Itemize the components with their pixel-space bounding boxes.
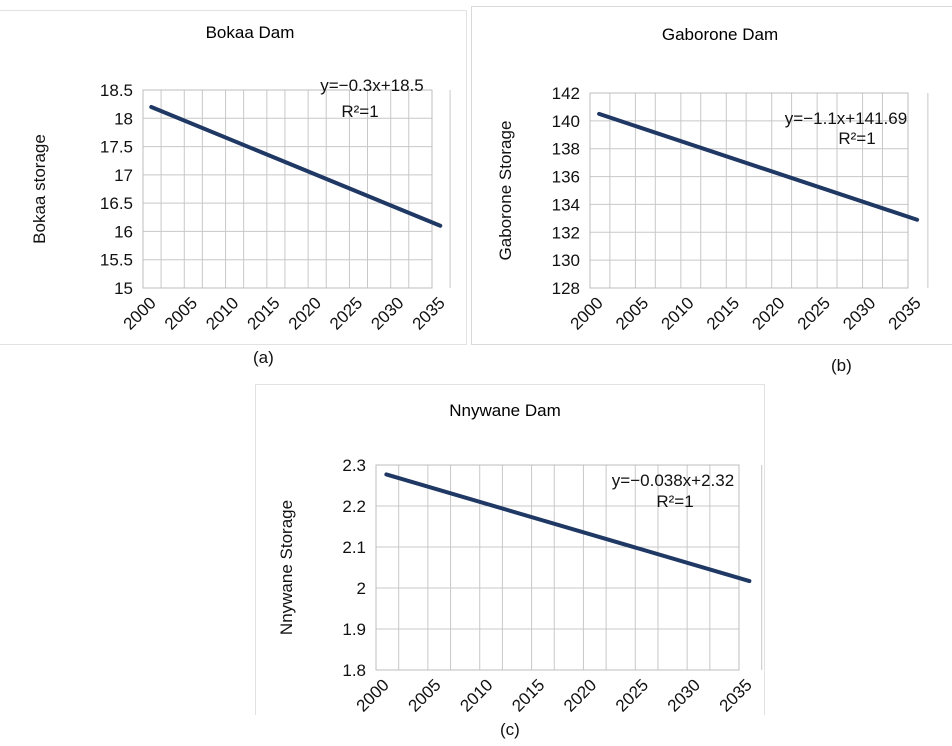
x-tick-label: 2000 — [353, 675, 393, 715]
x-tick-label: 2005 — [405, 675, 445, 715]
x-tick-label: 2025 — [794, 293, 834, 333]
y-tick-label: 16.5 — [100, 194, 133, 213]
y-tick-label: 15.5 — [100, 251, 133, 270]
panel-box-nnywane — [255, 384, 765, 715]
series-line — [149, 104, 443, 228]
x-tick-label: 2030 — [367, 293, 407, 333]
panel-label-c: (c) — [500, 720, 520, 739]
x-tick-label: 2015 — [508, 675, 548, 715]
y-tick-label: 132 — [552, 223, 580, 242]
y-tick-label: 2.1 — [342, 538, 366, 557]
trendline-equation: y=−0.3x+18.5 — [320, 76, 424, 95]
y-tick-label: 140 — [552, 112, 580, 131]
x-tick-label: 2030 — [664, 675, 704, 715]
x-tick-label: 2015 — [244, 293, 284, 333]
x-tick-label: 2020 — [748, 293, 788, 333]
y-tick-label: 15 — [114, 279, 133, 298]
x-tick-label: 2010 — [456, 675, 496, 715]
trendline-equation: y=−1.1x+141.69 — [785, 109, 907, 128]
x-tick-label: 2035 — [409, 293, 449, 333]
y-axis-label: Nnywane Storage — [277, 500, 296, 635]
panel-box-bokaa — [0, 10, 467, 345]
x-tick-label: 2020 — [285, 293, 325, 333]
chart-nnywane: 1.8 1.9 2 2.1 2.2 2.3 2000 2005 2010 2015 2020 2025… — [277, 401, 763, 716]
x-tick-label: 2025 — [326, 293, 366, 333]
series-line — [384, 472, 752, 584]
chart-title: Gaborone Dam — [662, 25, 778, 44]
r-squared-label: R²=1 — [341, 102, 378, 121]
y-tick-label: 136 — [552, 168, 580, 187]
x-tick-label: 2005 — [161, 293, 201, 333]
x-tick-label: 2035 — [716, 675, 756, 715]
y-tick-label: 17 — [114, 166, 133, 185]
chart-gaborone: 128 130 132 134 136 138 140 142 2000 2005 2010 2015… — [496, 25, 929, 334]
x-tick-label: 2005 — [612, 293, 652, 333]
r-squared-label: R²=1 — [656, 492, 693, 511]
r-squared-label: R²=1 — [838, 129, 875, 148]
x-tick-label: 2000 — [120, 293, 160, 333]
x-tick-label: 2020 — [560, 675, 600, 715]
chart-title: Nnywane Dam — [449, 401, 561, 420]
y-tick-label: 2.2 — [342, 497, 366, 516]
plot-frame — [589, 92, 909, 289]
y-axis-label: Gaborone Storage — [496, 121, 515, 261]
x-tick-label: 2025 — [612, 675, 652, 715]
y-tick-label: 142 — [552, 84, 580, 103]
series-line — [597, 111, 920, 222]
x-tick-label: 2000 — [567, 293, 607, 333]
y-tick-label: 1.9 — [342, 620, 366, 639]
y-tick-label: 18 — [114, 109, 133, 128]
x-tick-label: 2010 — [658, 293, 698, 333]
y-tick-label: 1.8 — [342, 661, 366, 680]
panel-label-b: (b) — [831, 356, 852, 375]
trendline-equation: y=−0.038x+2.32 — [612, 471, 734, 490]
x-tick-label: 2010 — [202, 293, 242, 333]
panel-label-a: (a) — [253, 348, 274, 367]
y-tick-label: 138 — [552, 140, 580, 159]
y-axis-label: Bokaa storage — [30, 134, 49, 244]
y-tick-label: 17.5 — [100, 138, 133, 157]
x-tick-label: 2030 — [839, 293, 879, 333]
y-tick-label: 128 — [552, 279, 580, 298]
plot-frame — [142, 89, 433, 289]
y-tick-label: 2.3 — [342, 456, 366, 475]
y-tick-label: 18.5 — [100, 81, 133, 100]
y-tick-label: 2 — [357, 579, 366, 598]
y-tick-label: 134 — [552, 195, 580, 214]
y-tick-label: 16 — [114, 222, 133, 241]
x-tick-label: 2015 — [703, 293, 743, 333]
plot-frame — [375, 464, 740, 671]
y-tick-label: 130 — [552, 251, 580, 270]
chart-bokaa: 15 15.5 16 16.5 17 17.5 18 18.5 2000 2005 2010 2015… — [30, 23, 451, 334]
x-tick-label: 2035 — [885, 293, 925, 333]
chart-title: Bokaa Dam — [206, 23, 295, 42]
